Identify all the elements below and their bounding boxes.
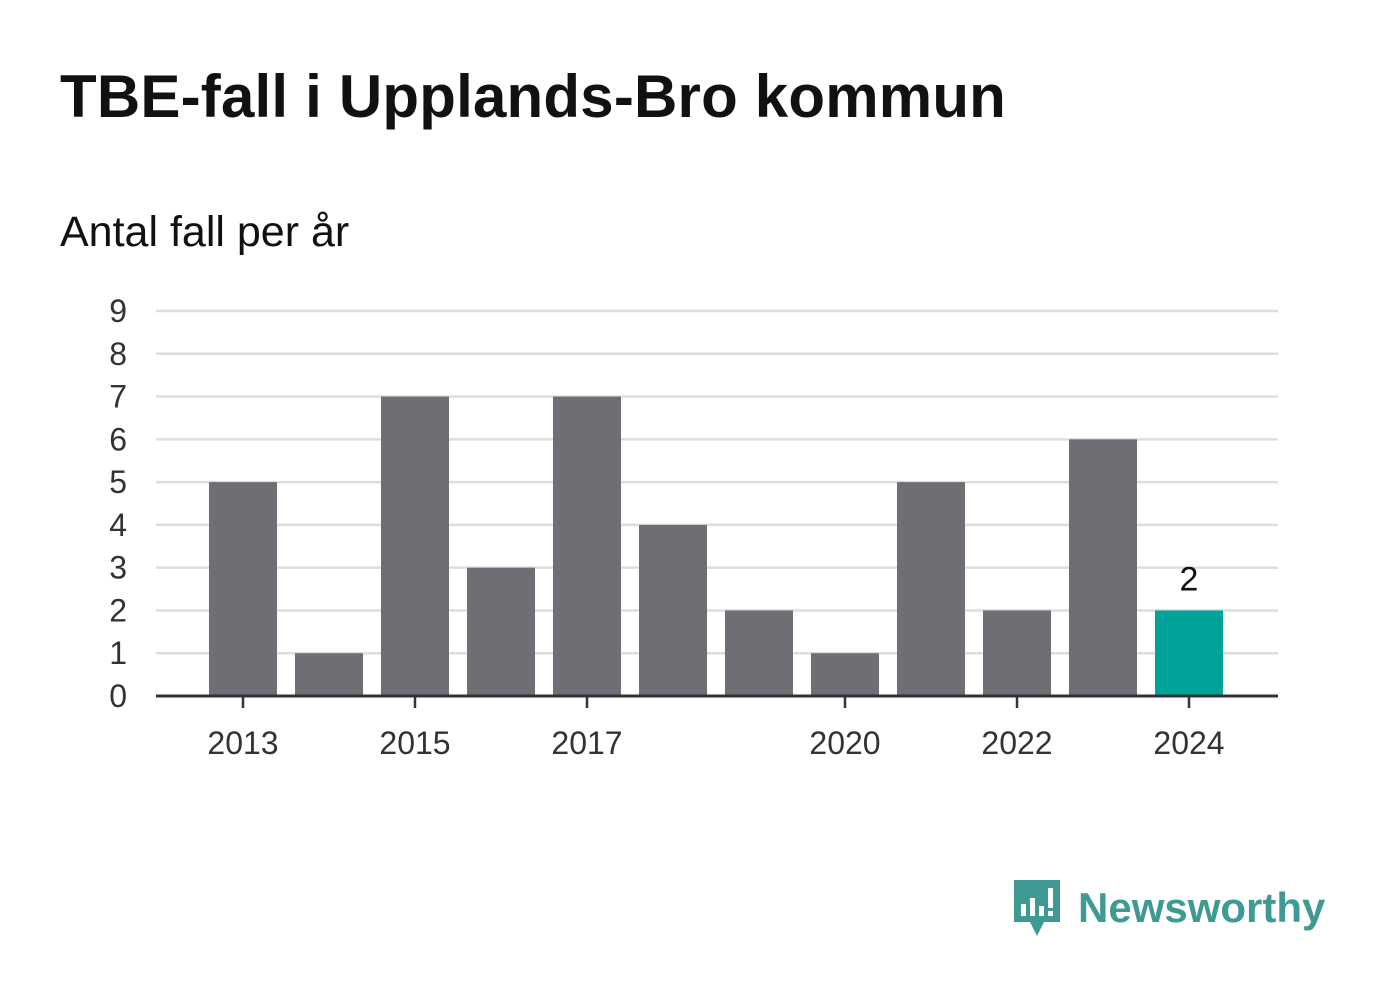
newsworthy-logo-icon (1014, 880, 1060, 936)
x-tick-label: 2015 (379, 725, 450, 761)
x-tick-label: 2017 (551, 725, 622, 761)
chart-subtitle: Antal fall per år (60, 208, 350, 256)
y-tick-label: 2 (109, 592, 127, 628)
bar-2013 (209, 482, 277, 696)
bar-2022 (983, 610, 1051, 696)
x-tick-label: 2022 (981, 725, 1052, 761)
bar-2015 (381, 396, 449, 696)
x-tick-label: 2020 (809, 725, 880, 761)
y-tick-label: 4 (109, 507, 127, 543)
bar-2018 (639, 524, 707, 696)
bar-2019 (725, 610, 793, 696)
y-tick-label: 6 (109, 421, 127, 457)
data-label: 2 (1180, 560, 1199, 598)
y-tick-label: 1 (109, 635, 127, 671)
chart-title: TBE-fall i Upplands-Bro kommun (60, 63, 1007, 130)
bar-2024 (1155, 610, 1223, 696)
y-tick-label: 7 (109, 379, 127, 415)
bar-2023 (1069, 439, 1137, 696)
y-tick-label: 5 (109, 464, 127, 500)
y-tick-label: 9 (109, 293, 127, 329)
brand-name: Newsworthy (1078, 884, 1326, 931)
y-tick-label: 0 (109, 678, 127, 714)
bar-2014 (295, 653, 363, 696)
y-tick-label: 8 (109, 336, 127, 372)
y-tick-label: 3 (109, 550, 127, 586)
bar-2016 (467, 567, 535, 696)
bar-2020 (811, 653, 879, 696)
x-tick-label: 2024 (1153, 725, 1224, 761)
bar-2017 (553, 396, 621, 696)
brand-logo: Newsworthy (1012, 878, 1325, 938)
x-tick-label: 2013 (207, 725, 278, 761)
bar-2021 (897, 482, 965, 696)
